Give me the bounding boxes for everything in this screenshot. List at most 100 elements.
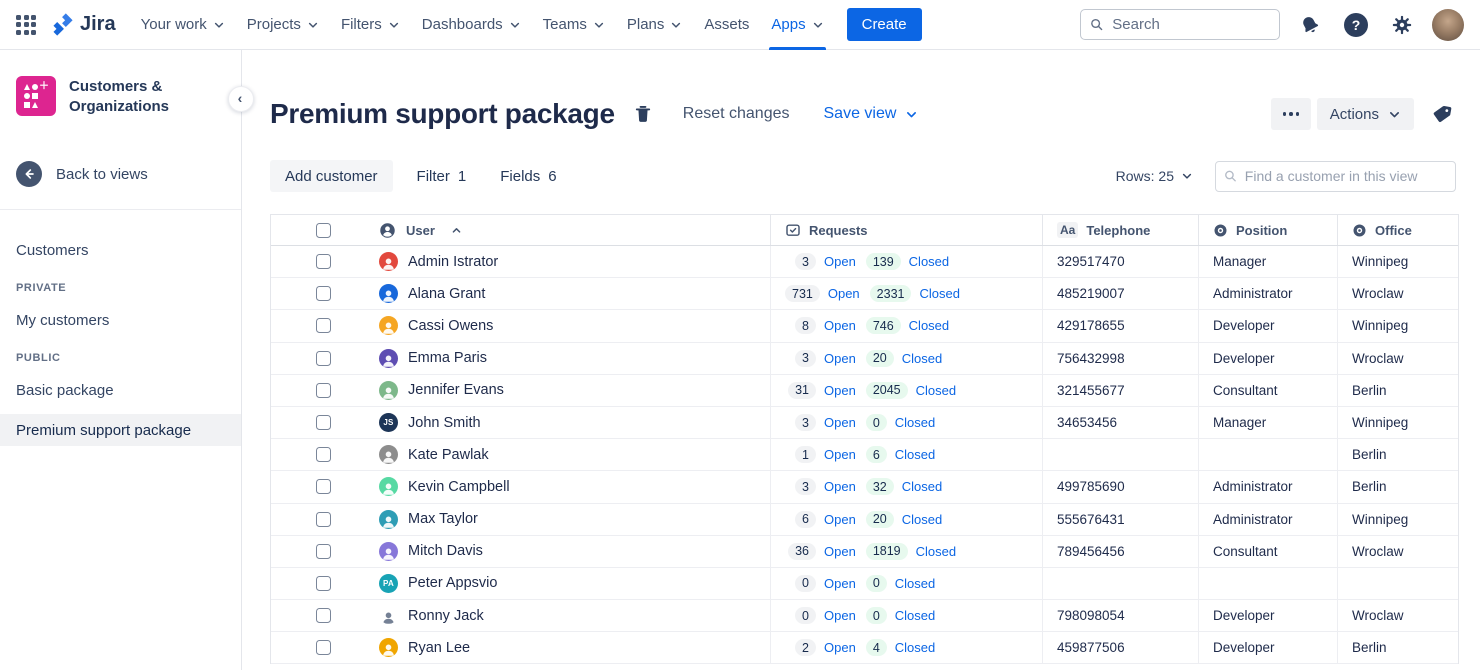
- closed-requests-link[interactable]: Closed: [908, 318, 950, 334]
- table-row[interactable]: PA Peter Appsvio 0 Open 0 Closed: [271, 567, 1458, 601]
- back-to-views-button[interactable]: Back to views: [0, 161, 241, 187]
- closed-requests-link[interactable]: Closed: [894, 640, 936, 656]
- global-search[interactable]: [1080, 9, 1280, 40]
- open-requests-link[interactable]: Open: [824, 511, 856, 527]
- open-requests-link[interactable]: Open: [824, 415, 856, 431]
- table-row[interactable]: Kate Pawlak 1 Open 6 Closed Berlin: [271, 439, 1458, 472]
- closed-requests-link[interactable]: Closed: [919, 286, 960, 302]
- closed-requests-link[interactable]: Closed: [894, 575, 936, 591]
- save-view-button[interactable]: Save view: [818, 104, 925, 124]
- nav-item-assets[interactable]: Assets: [693, 0, 760, 50]
- open-requests-link[interactable]: Open: [824, 608, 856, 624]
- table-row[interactable]: Emma Paris 3 Open 20 Closed 756432998 De…: [271, 342, 1458, 375]
- closed-requests-link[interactable]: Closed: [901, 350, 943, 366]
- sidebar: ＋ Customers & Organizations ‹ Back to vi…: [0, 50, 254, 670]
- column-header-office[interactable]: Office: [1338, 215, 1458, 245]
- closed-requests-link[interactable]: Closed: [894, 608, 936, 624]
- settings-button[interactable]: [1387, 10, 1417, 40]
- row-checkbox[interactable]: [316, 543, 331, 559]
- create-button[interactable]: Create: [846, 8, 922, 41]
- delete-view-button[interactable]: [629, 100, 657, 128]
- more-options-button[interactable]: [1270, 98, 1311, 130]
- closed-requests-link[interactable]: Closed: [915, 382, 957, 398]
- nav-item-apps[interactable]: Apps: [760, 0, 834, 50]
- add-customer-button[interactable]: Add customer: [270, 160, 393, 192]
- table-row[interactable]: Ryan Lee 2 Open 4 Closed 459877506 Devel…: [271, 632, 1458, 665]
- open-requests-link[interactable]: Open: [824, 447, 856, 463]
- nav-item-filters[interactable]: Filters: [330, 0, 411, 50]
- nav-item-your-work[interactable]: Your work: [130, 0, 236, 50]
- office-cell: Wroclaw: [1352, 608, 1404, 624]
- labels-button[interactable]: [1428, 100, 1456, 128]
- open-requests-link[interactable]: Open: [827, 286, 860, 302]
- customers-app-icon[interactable]: ＋: [16, 76, 56, 116]
- actions-button[interactable]: Actions: [1316, 98, 1414, 130]
- fields-button[interactable]: Fields 6: [490, 160, 566, 192]
- table-row[interactable]: Kevin Campbell 3 Open 32 Closed 49978569…: [271, 471, 1458, 504]
- nav-item-plans[interactable]: Plans: [616, 0, 694, 50]
- row-checkbox[interactable]: [316, 479, 331, 495]
- table-row[interactable]: Admin Istrator 3 Open 139 Closed 3295174…: [271, 246, 1458, 279]
- jira-logo[interactable]: Jira: [42, 13, 128, 36]
- table-row[interactable]: Jennifer Evans 31 Open 2045 Closed 32145…: [271, 374, 1458, 407]
- closed-requests-link[interactable]: Closed: [915, 543, 957, 559]
- help-button[interactable]: ?: [1340, 9, 1372, 41]
- row-checkbox[interactable]: [316, 640, 331, 656]
- nav-item-dashboards[interactable]: Dashboards: [411, 0, 532, 50]
- closed-requests-link[interactable]: Closed: [894, 415, 936, 431]
- sidebar-item-basic-package[interactable]: Basic package: [0, 374, 241, 406]
- row-checkbox[interactable]: [316, 382, 331, 398]
- open-requests-link[interactable]: Open: [824, 543, 856, 559]
- open-requests-link[interactable]: Open: [824, 382, 856, 398]
- sidebar-item-premium-support-package[interactable]: Premium support package: [0, 414, 241, 446]
- table-row[interactable]: JS John Smith 3 Open 0 Closed 34653456 M…: [271, 406, 1458, 440]
- open-requests-link[interactable]: Open: [824, 350, 856, 366]
- table-row[interactable]: Max Taylor 6 Open 20 Closed 555676431 Ad…: [271, 503, 1458, 536]
- column-header-user[interactable]: User: [271, 215, 771, 245]
- find-customer-search[interactable]: [1215, 160, 1456, 192]
- row-checkbox[interactable]: [316, 286, 331, 302]
- closed-requests-link[interactable]: Closed: [901, 511, 943, 527]
- filter-button[interactable]: Filter 1: [407, 160, 477, 192]
- sidebar-item-my-customers[interactable]: My customers: [0, 304, 241, 336]
- row-checkbox[interactable]: [316, 415, 331, 431]
- open-requests-link[interactable]: Open: [824, 640, 856, 656]
- notifications-button[interactable]: [1295, 10, 1325, 40]
- open-requests-link[interactable]: Open: [824, 254, 856, 270]
- row-checkbox[interactable]: [316, 511, 331, 527]
- closed-requests-link[interactable]: Closed: [901, 479, 943, 495]
- select-all-checkbox[interactable]: [316, 222, 331, 238]
- row-checkbox[interactable]: [316, 254, 331, 270]
- open-requests-link[interactable]: Open: [824, 479, 856, 495]
- open-requests-link[interactable]: Open: [824, 575, 856, 591]
- row-checkbox[interactable]: [316, 608, 331, 624]
- closed-requests-link[interactable]: Closed: [908, 254, 950, 270]
- row-checkbox[interactable]: [316, 350, 331, 366]
- bell-icon: [1303, 16, 1319, 32]
- row-checkbox[interactable]: [316, 447, 331, 463]
- global-search-input[interactable]: [1110, 15, 1270, 34]
- app-switcher-icon[interactable]: [12, 11, 40, 39]
- nav-item-projects[interactable]: Projects: [236, 0, 330, 50]
- sort-ascending-icon: [452, 227, 461, 233]
- column-header-telephone[interactable]: Aa Telephone: [1043, 215, 1199, 245]
- table-row[interactable]: Cassi Owens 8 Open 746 Closed 429178655 …: [271, 310, 1458, 343]
- nav-item-teams[interactable]: Teams: [532, 0, 616, 50]
- rows-per-page-select[interactable]: Rows: 25: [1110, 167, 1199, 185]
- row-checkbox[interactable]: [316, 318, 331, 334]
- open-requests-link[interactable]: Open: [824, 318, 856, 334]
- user-profile-avatar[interactable]: [1432, 8, 1464, 41]
- closed-requests-link[interactable]: Closed: [894, 447, 936, 463]
- column-header-position[interactable]: Position: [1199, 215, 1338, 245]
- column-header-requests[interactable]: Requests: [771, 215, 1043, 245]
- table-row[interactable]: Alana Grant 731 Open 2331 Closed 4852190…: [271, 278, 1458, 311]
- position-cell: [1199, 439, 1338, 471]
- sidebar-item-customers[interactable]: Customers: [0, 234, 241, 266]
- find-customer-input[interactable]: [1242, 167, 1447, 185]
- table-row[interactable]: Mitch Davis 36 Open 1819 Closed 78945645…: [271, 535, 1458, 568]
- row-checkbox[interactable]: [316, 575, 331, 591]
- collapse-sidebar-button[interactable]: ‹: [228, 86, 254, 112]
- reset-changes-button[interactable]: Reset changes: [677, 104, 796, 124]
- table-row[interactable]: Ronny Jack 0 Open 0 Closed 798098054 Dev…: [271, 600, 1458, 633]
- office-cell: Berlin: [1352, 382, 1387, 398]
